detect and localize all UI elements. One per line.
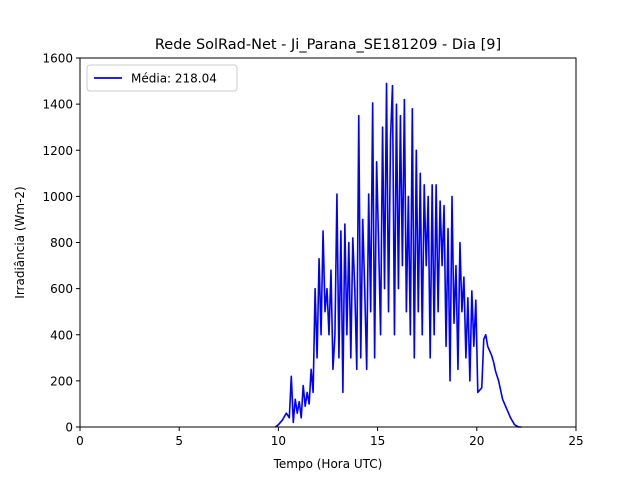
- y-tick-label: 1000: [42, 190, 73, 204]
- x-tick-label: 20: [469, 434, 484, 448]
- series-line-0: [274, 82, 522, 428]
- y-axis-label: Irradiância (Wm-2): [13, 186, 27, 298]
- x-axis-label: Tempo (Hora UTC): [273, 457, 383, 471]
- x-tick-label: 25: [568, 434, 583, 448]
- x-tick-label: 0: [76, 434, 84, 448]
- plot-area: [274, 82, 522, 428]
- y-tick-label: 0: [65, 421, 73, 435]
- y-tick-label: 200: [50, 374, 73, 388]
- y-tick-label: 400: [50, 328, 73, 342]
- legend: Média: 218.04: [86, 64, 238, 92]
- y-tick-label: 800: [50, 236, 73, 250]
- y-axis: 0 200 400 600 800 1000 1200 1400 1600: [42, 52, 80, 435]
- x-tick-label: 10: [271, 434, 286, 448]
- y-tick-label: 1600: [42, 52, 73, 66]
- x-axis: 0 5 10 15 20 25: [76, 427, 584, 448]
- x-tick-label: 5: [175, 434, 183, 448]
- legend-box: [86, 64, 238, 92]
- y-tick-label: 1200: [42, 144, 73, 158]
- y-tick-label: 1400: [42, 98, 73, 112]
- chart-title: Rede SolRad-Net - Ji_Parana_SE181209 - D…: [155, 37, 501, 53]
- y-tick-label: 600: [50, 282, 73, 296]
- legend-label: Média: 218.04: [131, 72, 217, 86]
- x-tick-label: 15: [370, 434, 385, 448]
